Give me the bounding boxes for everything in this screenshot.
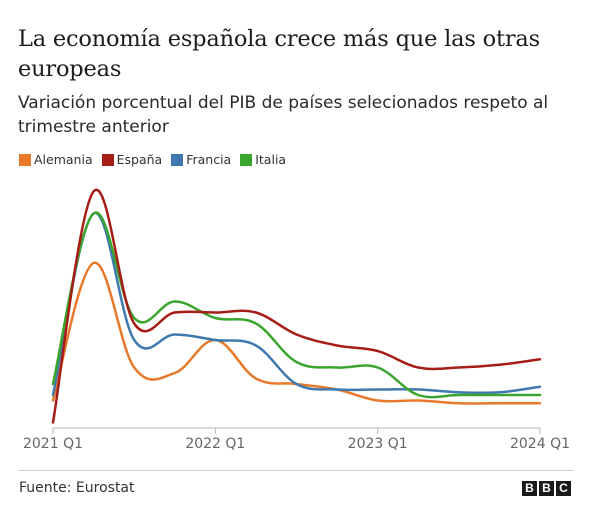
- chart-subtitle: Variación porcentual del PIB de países s…: [18, 93, 549, 137]
- chart-title: La economía española crece más que las o…: [18, 26, 540, 82]
- legend-item-alemania: Alemania: [19, 152, 93, 167]
- bbc-logo-letter: B: [539, 481, 554, 496]
- series-line-francia: [51, 212, 542, 397]
- x-tick-label: 2022 Q1: [185, 436, 245, 452]
- legend-swatch-francia: [171, 153, 184, 166]
- x-tick-label: 2023 Q1: [348, 436, 408, 452]
- bbc-logo-letter: C: [556, 481, 571, 496]
- legend-swatch-espana: [101, 153, 114, 166]
- chart-legend: Alemania España Francia Italia: [19, 152, 295, 167]
- legend-label-alemania: Alemania: [34, 152, 93, 167]
- legend-item-espana: España: [101, 152, 163, 167]
- source-note: Fuente: Eurostat: [19, 480, 135, 496]
- legend-label-francia: Francia: [186, 152, 232, 167]
- legend-swatch-italia: [240, 153, 253, 166]
- legend-label-espana: España: [116, 152, 163, 167]
- bbc-logo-letter: B: [522, 481, 537, 496]
- legend-label-italia: Italia: [255, 152, 287, 167]
- legend-item-italia: Italia: [240, 152, 286, 167]
- series-line-espana: [51, 188, 542, 424]
- bbc-logo: B B C: [520, 481, 571, 496]
- legend-item-francia: Francia: [171, 152, 231, 167]
- footer-divider: [18, 470, 574, 471]
- series-line-alemania: [51, 261, 542, 405]
- series-line-italia: [51, 211, 542, 399]
- x-tick-label: 2021 Q1: [23, 436, 83, 452]
- legend-swatch-alemania: [19, 153, 31, 166]
- x-tick-label: 2024 Q1: [510, 436, 570, 452]
